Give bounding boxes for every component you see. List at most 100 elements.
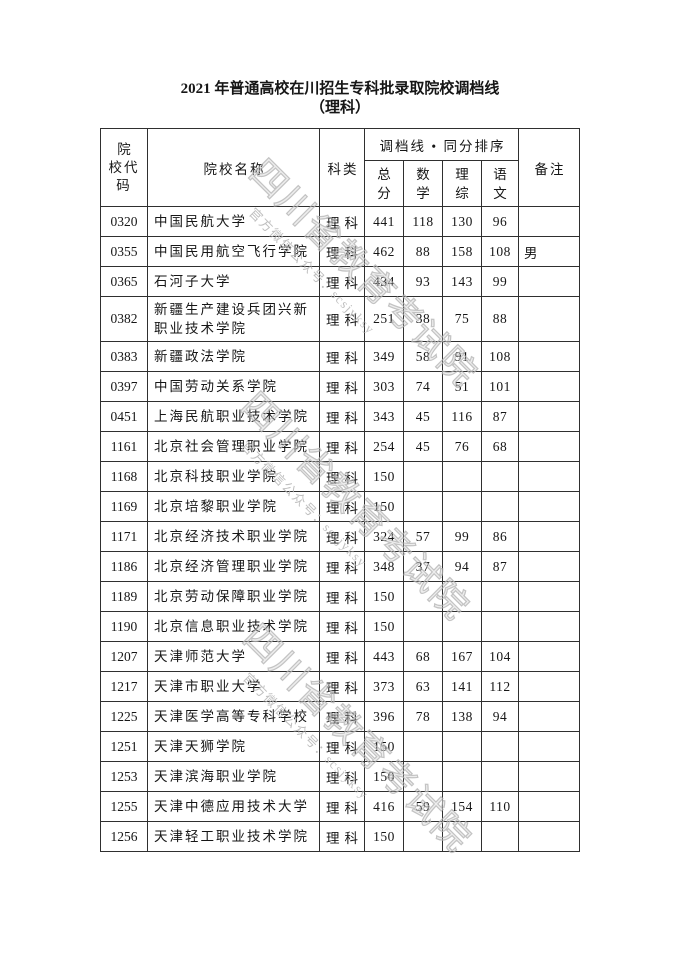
name-cell: 天津师范大学 bbox=[147, 641, 320, 672]
chinese-cell: 108 bbox=[480, 341, 520, 372]
name-cell: 北京科技职业学院 bbox=[147, 461, 320, 492]
remark-cell bbox=[518, 761, 581, 792]
table-row: 1217 天津市职业大学 理科 373 63 141 112 bbox=[100, 671, 581, 702]
science-cell: 116 bbox=[442, 401, 482, 432]
code-cell: 1169 bbox=[100, 491, 148, 522]
chinese-cell bbox=[480, 581, 520, 612]
math-cell: 63 bbox=[403, 671, 443, 702]
category-cell: 理科 bbox=[319, 761, 365, 792]
science-cell: 99 bbox=[442, 521, 482, 552]
header-score-group: 调档线 • 同分排序 bbox=[363, 128, 520, 161]
total-cell: 349 bbox=[364, 341, 404, 372]
category-cell: 理科 bbox=[319, 296, 365, 342]
math-cell: 45 bbox=[403, 431, 443, 462]
remark-cell bbox=[518, 461, 581, 492]
remark-cell bbox=[518, 206, 581, 237]
table-row: 1255 天津中德应用技术大学 理科 416 59 154 110 bbox=[100, 791, 581, 822]
category-cell: 理科 bbox=[319, 611, 365, 642]
code-cell: 1190 bbox=[100, 611, 148, 642]
science-cell: 143 bbox=[442, 266, 482, 297]
code-cell: 1256 bbox=[100, 821, 148, 852]
remark-cell bbox=[518, 266, 581, 297]
name-cell: 中国民航大学 bbox=[147, 206, 320, 237]
chinese-cell bbox=[480, 461, 520, 492]
science-cell: 130 bbox=[442, 206, 482, 237]
name-cell: 上海民航职业技术学院 bbox=[147, 401, 320, 432]
name-cell: 北京经济管理职业学院 bbox=[147, 551, 320, 582]
table-row: 1168 北京科技职业学院 理科 150 bbox=[100, 461, 581, 492]
code-cell: 1207 bbox=[100, 641, 148, 672]
math-cell bbox=[403, 761, 443, 792]
name-cell: 天津滨海职业学院 bbox=[147, 761, 320, 792]
math-cell: 118 bbox=[403, 206, 443, 237]
total-cell: 251 bbox=[364, 296, 404, 342]
header-math-score: 数学 bbox=[403, 160, 443, 207]
name-cell: 天津医学高等专科学校 bbox=[147, 701, 320, 732]
science-cell: 141 bbox=[442, 671, 482, 702]
name-cell: 中国劳动关系学院 bbox=[147, 371, 320, 402]
table-row: 1186 北京经济管理职业学院 理科 348 37 94 87 bbox=[100, 551, 581, 582]
name-cell: 石河子大学 bbox=[147, 266, 320, 297]
remark-cell bbox=[518, 371, 581, 402]
table-row: 1256 天津轻工职业技术学院 理科 150 bbox=[100, 821, 581, 852]
chinese-cell: 104 bbox=[480, 641, 520, 672]
math-cell bbox=[403, 611, 443, 642]
category-cell: 理科 bbox=[319, 491, 365, 522]
category-cell: 理科 bbox=[319, 731, 365, 762]
code-cell: 0397 bbox=[100, 371, 148, 402]
science-cell: 154 bbox=[442, 791, 482, 822]
math-cell: 93 bbox=[403, 266, 443, 297]
code-cell: 0382 bbox=[100, 296, 148, 342]
math-cell bbox=[403, 491, 443, 522]
name-cell: 北京信息职业技术学院 bbox=[147, 611, 320, 642]
table-row: 1207 天津师范大学 理科 443 68 167 104 bbox=[100, 641, 581, 672]
math-cell bbox=[403, 731, 443, 762]
remark-cell bbox=[518, 401, 581, 432]
name-cell: 新疆政法学院 bbox=[147, 341, 320, 372]
code-cell: 1161 bbox=[100, 431, 148, 462]
math-cell: 45 bbox=[403, 401, 443, 432]
remark-cell bbox=[518, 551, 581, 582]
category-cell: 理科 bbox=[319, 431, 365, 462]
chinese-cell: 87 bbox=[480, 401, 520, 432]
table-row: 0365 石河子大学 理科 434 93 143 99 bbox=[100, 266, 581, 297]
chinese-cell: 68 bbox=[480, 431, 520, 462]
remark-cell bbox=[518, 731, 581, 762]
total-cell: 416 bbox=[364, 791, 404, 822]
code-cell: 0355 bbox=[100, 236, 148, 267]
code-cell: 0383 bbox=[100, 341, 148, 372]
code-cell: 1186 bbox=[100, 551, 148, 582]
math-cell: 57 bbox=[403, 521, 443, 552]
name-cell: 北京劳动保障职业学院 bbox=[147, 581, 320, 612]
remark-cell bbox=[518, 611, 581, 642]
total-cell: 150 bbox=[364, 821, 404, 852]
math-cell: 58 bbox=[403, 341, 443, 372]
table-body: 0320 中国民航大学 理科 441 118 130 96 0355 中国民用航空飞行学院 理科 4… bbox=[100, 206, 581, 852]
code-cell: 1171 bbox=[100, 521, 148, 552]
total-cell: 150 bbox=[364, 731, 404, 762]
code-cell: 0365 bbox=[100, 266, 148, 297]
table-row: 0355 中国民用航空飞行学院 理科 462 88 158 108 男 bbox=[100, 236, 581, 267]
code-cell: 1168 bbox=[100, 461, 148, 492]
category-cell: 理科 bbox=[319, 341, 365, 372]
total-cell: 434 bbox=[364, 266, 404, 297]
chinese-cell: 94 bbox=[480, 701, 520, 732]
science-cell: 138 bbox=[442, 701, 482, 732]
total-cell: 443 bbox=[364, 641, 404, 672]
science-cell bbox=[442, 581, 482, 612]
table-row: 1171 北京经济技术职业学院 理科 324 57 99 86 bbox=[100, 521, 581, 552]
remark-cell bbox=[518, 521, 581, 552]
remark-cell bbox=[518, 341, 581, 372]
category-cell: 理科 bbox=[319, 461, 365, 492]
table-row: 1190 北京信息职业技术学院 理科 150 bbox=[100, 611, 581, 642]
category-cell: 理科 bbox=[319, 581, 365, 612]
code-cell: 1251 bbox=[100, 731, 148, 762]
name-cell: 北京社会管理职业学院 bbox=[147, 431, 320, 462]
chinese-cell: 112 bbox=[480, 671, 520, 702]
total-cell: 348 bbox=[364, 551, 404, 582]
remark-cell bbox=[518, 431, 581, 462]
chinese-cell: 110 bbox=[480, 791, 520, 822]
total-cell: 150 bbox=[364, 461, 404, 492]
code-cell: 1217 bbox=[100, 671, 148, 702]
code-cell: 1225 bbox=[100, 701, 148, 732]
